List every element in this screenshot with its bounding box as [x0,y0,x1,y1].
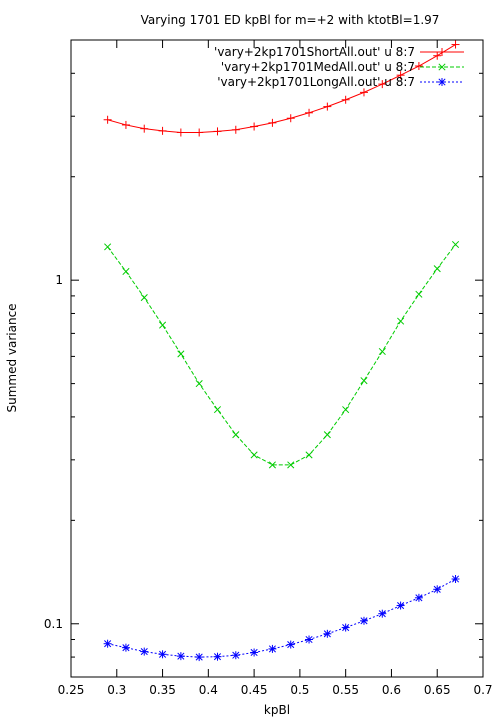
y-axis-label: Summed variance [5,303,19,412]
data-point [433,585,442,594]
data-point [195,653,204,662]
x-tick-label: 0.6 [382,683,401,697]
data-point [140,124,149,133]
data-point [323,431,331,439]
data-point [438,63,446,71]
series-0 [103,40,460,137]
data-point [103,115,112,124]
data-point [213,652,222,661]
data-point [433,51,442,60]
data-point [268,644,277,653]
data-point [451,574,460,583]
data-point [250,451,258,459]
legend-entry: 'vary+2kp1701ShortAll.out' u 8:7 [214,45,415,59]
y-tick-label: 0.1 [44,617,63,631]
data-point [213,406,222,414]
plot-frame [70,39,484,678]
data-point [231,125,240,134]
data-point [176,128,185,137]
data-point [414,593,423,602]
data-point [341,623,350,632]
x-tick-label: 0.45 [241,683,268,697]
legend-entry: 'vary+2kp1701MedAll.out' u 8:7 [221,60,415,74]
data-point [177,350,185,358]
data-point [250,122,259,131]
data-point [104,243,112,251]
data-point [195,380,203,388]
data-point [195,128,204,137]
series-2 [103,574,460,662]
x-axis-label: kpBl [264,703,290,717]
legend: 'vary+2kp1701ShortAll.out' u 8:7'vary+2k… [214,45,464,89]
data-point [158,650,167,659]
data-point [159,321,167,329]
data-point [121,643,130,652]
data-point [414,62,423,71]
data-point [122,267,130,276]
data-point [360,377,368,385]
data-point [341,95,350,104]
data-point [396,601,405,610]
x-tick-label: 0.4 [199,683,218,697]
data-point [121,120,130,129]
data-point [286,114,295,123]
data-point [232,431,240,439]
data-point [305,108,314,117]
data-point [305,451,313,459]
data-point [433,265,441,273]
data-point [378,347,386,356]
data-point [438,48,446,56]
series-line [107,244,456,466]
x-tick-label: 0.55 [332,683,359,697]
data-point [287,461,295,469]
data-point [213,127,222,136]
data-point [103,639,112,648]
data-point [268,118,277,127]
data-point [396,71,405,80]
data-point [397,317,405,325]
data-point [158,126,167,135]
data-point [250,648,259,657]
data-point [342,406,350,414]
x-tick-label: 0.25 [58,683,85,697]
data-point [176,652,185,661]
data-point [378,80,387,89]
chart-title: Varying 1701 ED kpBl for m=+2 with ktotB… [141,13,440,27]
data-point [438,78,446,86]
data-point [451,40,460,49]
x-tick-label: 0.5 [290,683,309,697]
data-point [415,290,423,298]
legend-entry: 'vary+2kp1701LongAll.out' u 8:7 [217,75,415,89]
series-1 [104,240,460,469]
data-point [268,461,276,469]
data-point [378,609,387,618]
y-tick-label: 1 [55,273,63,287]
data-point [305,635,314,644]
series-layer [103,40,460,662]
x-axis: 0.25 0.3 0.35 0.4 0.45 0.5 0.55 0.6 0.65 0.7 [58,40,493,697]
data-point [231,651,240,660]
data-point [359,88,368,97]
data-point [323,102,332,111]
series-line [107,578,456,658]
data-point [286,640,295,649]
y-axis: 0.11 [44,39,483,678]
data-point [140,294,148,302]
data-point [359,616,368,625]
data-point [323,629,332,638]
x-tick-label: 0.7 [473,683,492,697]
data-point [451,240,460,249]
x-tick-label: 0.65 [424,683,451,697]
data-point [140,647,149,656]
x-tick-label: 0.35 [149,683,176,697]
x-tick-label: 0.3 [107,683,126,697]
